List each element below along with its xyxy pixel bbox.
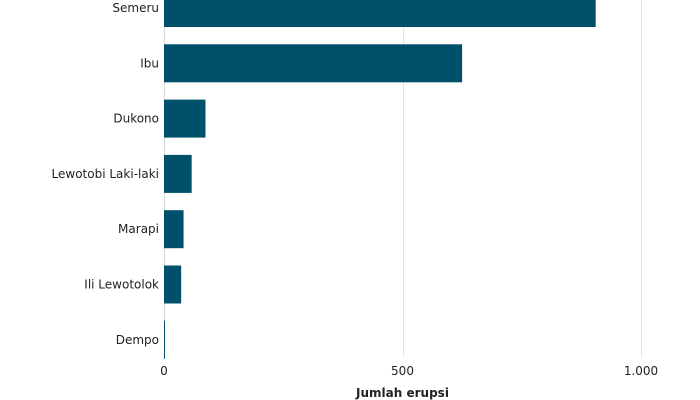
category-label: Marapi — [118, 222, 159, 236]
category-label: Dempo — [116, 333, 159, 347]
category-label: Dukono — [113, 112, 159, 126]
category-label: Ili Lewotolok — [84, 278, 159, 292]
bar — [164, 210, 184, 249]
category-label: Semeru — [112, 1, 159, 15]
x-tick-label: 1.000 — [624, 364, 658, 378]
x-tick-labels: 0 500 1.000 — [160, 364, 658, 378]
category-labels: Semeru Ibu Dukono Lewotobi Laki-laki Marapi I… — [52, 1, 159, 347]
x-axis-title: Jumlah erupsi — [355, 386, 449, 400]
bar — [164, 154, 192, 193]
x-tick-label: 0 — [160, 364, 168, 378]
bar — [164, 265, 182, 304]
bar — [164, 320, 165, 359]
bars — [164, 0, 596, 359]
bar — [164, 0, 596, 27]
x-tick-label: 500 — [391, 364, 414, 378]
bar — [164, 99, 206, 138]
bar — [164, 44, 463, 83]
category-label: Ibu — [140, 56, 159, 70]
category-label: Lewotobi Laki-laki — [52, 167, 159, 181]
